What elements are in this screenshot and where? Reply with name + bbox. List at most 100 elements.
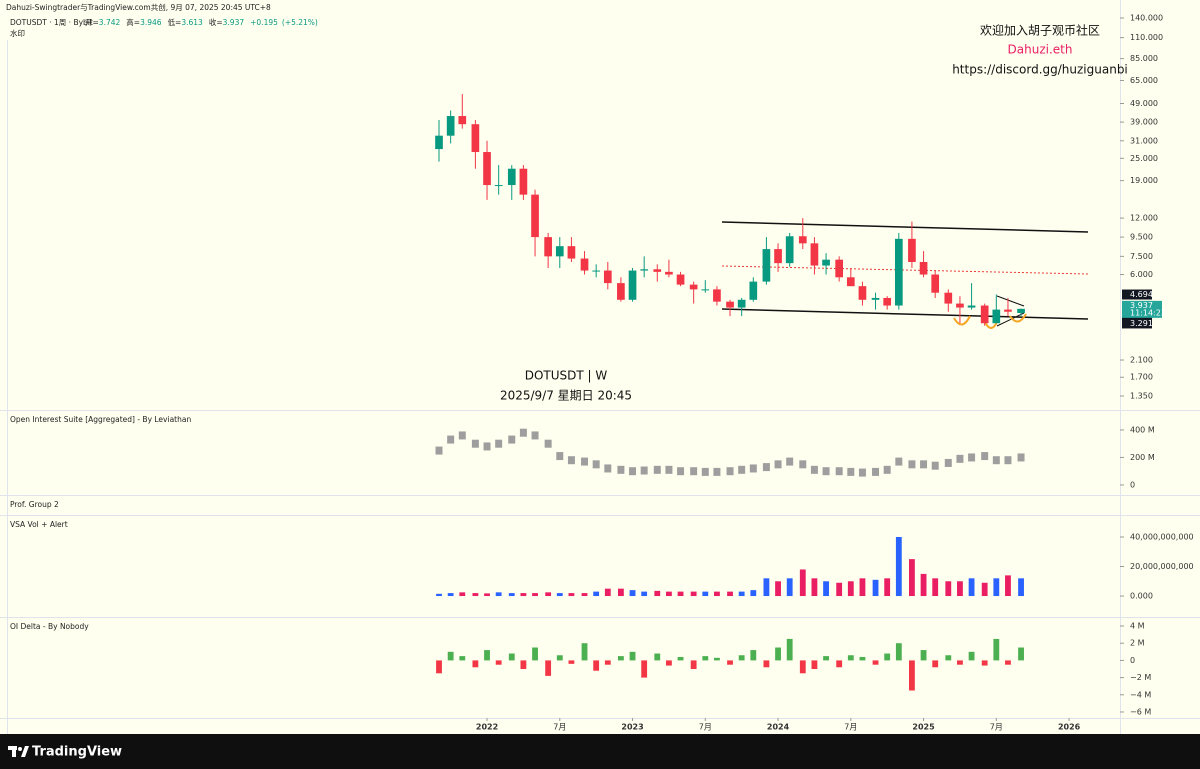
ohlc-label: 收=	[209, 17, 223, 27]
oi-bar	[458, 431, 466, 440]
volume-bar	[714, 591, 720, 597]
delta-bar	[909, 660, 915, 691]
delta-bar	[811, 660, 818, 670]
delta-bar	[1018, 647, 1024, 661]
oi-bar	[567, 456, 575, 465]
candle-body	[944, 292, 953, 304]
candle-body	[689, 284, 698, 290]
volume-bar	[920, 573, 927, 597]
oi-bar	[581, 457, 589, 466]
countdown: 11:14:23	[1130, 308, 1166, 317]
candle-body	[567, 246, 576, 259]
volume-bar	[738, 591, 745, 597]
volume-bar	[981, 582, 988, 597]
y-tick-label: 140.000	[1130, 13, 1163, 22]
x-tick-label: 7月	[990, 723, 1003, 732]
oi-bar	[677, 467, 685, 476]
volume-bar	[872, 579, 879, 597]
candle-body	[992, 309, 1001, 324]
candle-body	[785, 236, 794, 264]
x-tick-label: 2026	[1058, 723, 1081, 732]
candle-body	[1004, 309, 1012, 312]
oi-bar	[556, 452, 564, 461]
candle-body	[494, 185, 503, 187]
oi-bar	[992, 456, 1000, 465]
delta-bar	[604, 660, 611, 665]
oi-bar	[786, 457, 794, 466]
candle-body	[822, 259, 830, 266]
last-price-box	[1122, 300, 1162, 318]
oi-bar	[920, 460, 928, 469]
y-tick-label: 20,000,000,000	[1130, 562, 1194, 571]
author: Dahuzi.eth	[1008, 43, 1073, 57]
pane-title: Open Interest Suite [Aggregated] - By Le…	[10, 415, 191, 424]
volume-bar	[799, 569, 806, 597]
candle-body	[858, 286, 867, 300]
delta-bar	[520, 660, 527, 670]
chart-subtitle: 2025/9/7 星期日 20:45	[500, 389, 632, 403]
y-tick-label: 0	[1130, 656, 1135, 665]
price-marker-label: 4.694	[1130, 290, 1153, 299]
oi-bar	[726, 467, 734, 476]
oi-bar	[629, 467, 637, 476]
volume-bar	[484, 593, 490, 597]
candle-body	[967, 305, 976, 308]
candle-body	[713, 289, 721, 302]
oi-bar	[471, 439, 479, 448]
delta-bar	[1005, 660, 1011, 665]
y-tick-label: 400 M	[1130, 425, 1155, 434]
delta-bar	[568, 660, 575, 664]
oi-bar	[822, 467, 830, 476]
volume-bar	[593, 591, 600, 597]
candle-body	[555, 246, 564, 257]
y-tick-label: 49.000	[1130, 99, 1158, 108]
volume-bar	[641, 591, 648, 597]
y-tick-label: 0.000	[1130, 592, 1153, 601]
delta-bar	[484, 650, 490, 661]
volume-bar	[763, 578, 770, 597]
ohlc-value: 3.937	[223, 18, 245, 27]
oi-bar	[495, 439, 503, 448]
candle-body	[580, 258, 589, 271]
volume-bar	[447, 593, 454, 597]
volume-bar	[617, 588, 624, 597]
candle-body	[1017, 308, 1025, 313]
delta-bar	[654, 653, 661, 661]
oi-bar	[519, 428, 527, 437]
delta-bar	[472, 660, 479, 668]
delta-bar	[556, 655, 563, 661]
delta-bar	[775, 647, 781, 661]
oi-bar	[908, 460, 916, 469]
delta-bar	[727, 660, 733, 665]
y-tick-label: −2 M	[1130, 673, 1151, 682]
volume-bar	[859, 578, 866, 597]
oi-bar	[1017, 453, 1025, 462]
oi-bar	[713, 467, 721, 476]
x-tick-label: 7月	[553, 723, 566, 732]
brand[interactable]: TradingView	[32, 745, 122, 760]
ohlc-legend: 开= 3.742 高= 3.946 低= 3.613 收= 3.937	[85, 17, 244, 27]
candle-body	[544, 237, 552, 257]
price-marker	[1122, 289, 1152, 300]
oi-bar	[799, 460, 807, 469]
volume-bar	[581, 593, 588, 597]
volume-bar	[993, 578, 1000, 597]
y-tick-label: 4 M	[1130, 622, 1145, 631]
delta-bar	[641, 660, 648, 678]
delta-bar	[436, 660, 442, 674]
y-tick-label: 1.700	[1130, 373, 1153, 382]
delta-bar	[859, 656, 866, 661]
candle-body	[519, 168, 528, 195]
volume-bar	[823, 581, 829, 597]
candle-body	[931, 274, 940, 293]
candle-body	[435, 135, 443, 150]
oi-bar	[774, 460, 782, 469]
ohlc-value: 3.742	[99, 18, 121, 27]
delta-bar	[508, 653, 515, 661]
candle-body	[471, 124, 480, 153]
ohlc-value: 3.613	[181, 18, 203, 27]
delta-bar	[968, 651, 975, 661]
y-tick-label: 110.000	[1130, 33, 1163, 42]
volume-bar	[1018, 578, 1024, 597]
